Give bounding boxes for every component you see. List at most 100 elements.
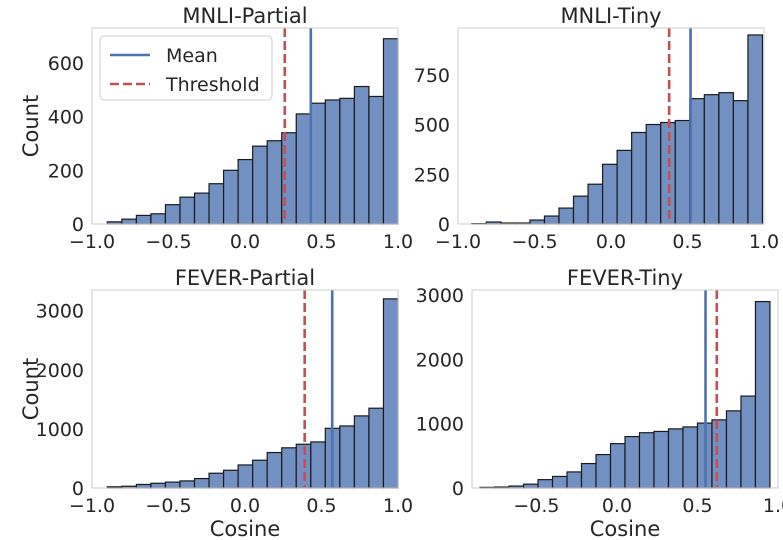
- legend-label: Mean: [166, 45, 218, 67]
- histogram-bar: [754, 300, 771, 489]
- panel-2: FEVER-Partial −1.0 −0.5 0.0 0.5 1.0 0 1000 2000 3…: [19, 266, 413, 540]
- x-tick-label: 1.0: [749, 231, 779, 253]
- x-tick-label: −0.5: [145, 495, 191, 517]
- x-tick-label: −1.0: [435, 231, 481, 253]
- histogram-bar: [252, 145, 268, 225]
- histogram-bar: [566, 471, 583, 489]
- x-tick-label: −1.0: [69, 231, 115, 253]
- y-tick-label: 500: [414, 115, 450, 137]
- histogram-bar: [543, 215, 560, 225]
- panel-title: FEVER-Tiny: [567, 266, 683, 290]
- histogram-bar: [208, 183, 225, 225]
- panel-title: MNLI-Tiny: [560, 4, 661, 28]
- histogram-bar: [703, 94, 720, 225]
- histogram-bar: [208, 472, 225, 489]
- histogram-bar: [324, 99, 341, 225]
- histogram-bar: [551, 475, 568, 489]
- histogram-bar: [718, 92, 734, 225]
- histogram-bar: [150, 482, 167, 489]
- histogram-bar: [295, 113, 312, 225]
- histogram-bar: [616, 149, 633, 225]
- histogram-bar: [266, 140, 283, 225]
- histogram-bar: [382, 38, 399, 225]
- histogram-bar: [747, 34, 764, 225]
- x-tick-label: 0.5: [306, 495, 336, 517]
- histogram-bar: [164, 204, 181, 225]
- y-tick-label: 0: [438, 214, 450, 236]
- histogram-bar: [529, 219, 546, 225]
- y-tick-label: 3000: [416, 285, 464, 307]
- x-tick-label: 0.5: [682, 495, 712, 517]
- histogram-bar: [537, 479, 554, 489]
- x-tick-label: −0.5: [145, 231, 191, 253]
- histogram-bar: [179, 480, 196, 489]
- histogram-bar: [368, 95, 385, 225]
- histogram-bar: [595, 453, 612, 489]
- panel-title: MNLI-Partial: [182, 4, 307, 28]
- histogram-bar: [193, 477, 210, 489]
- histogram-bar: [135, 483, 152, 489]
- axes-frame: [91, 27, 399, 225]
- y-tick-label: 0: [72, 214, 84, 236]
- x-tick-label: 1.0: [383, 495, 413, 517]
- y-tick-label: 0: [72, 478, 84, 500]
- histogram-bar: [237, 464, 254, 489]
- y-tick-label: 1000: [36, 419, 84, 441]
- x-tick-label: 0.0: [230, 231, 260, 253]
- x-tick-label: 0.5: [306, 231, 336, 253]
- histogram-bar: [222, 169, 239, 225]
- x-tick-label: −0.5: [511, 231, 557, 253]
- histogram-bar: [587, 183, 604, 225]
- histogram-bar: [638, 432, 655, 489]
- y-tick-label: 400: [48, 107, 84, 129]
- panel-3: FEVER-Tiny −0.5 0.0 0.5 1.0 0 1000 2000 3000 Cosi…: [416, 266, 783, 540]
- y-tick-label: 750: [414, 65, 450, 87]
- histogram-bar: [310, 102, 326, 225]
- histogram-bar: [353, 415, 370, 489]
- histogram-bar: [558, 207, 575, 225]
- histogram-bar: [121, 218, 137, 225]
- histogram-bar: [339, 425, 355, 489]
- y-tick-label: 250: [414, 164, 450, 186]
- histogram-bar: [631, 131, 647, 225]
- x-tick-label: 1.0: [763, 495, 783, 517]
- panel-1: MNLI-Tiny −1.0 −0.5 0.0 0.5 1.0 0 250 500 750: [414, 4, 779, 253]
- histogram-bar: [339, 97, 355, 225]
- x-axis-label: Cosine: [210, 517, 281, 540]
- axes-frame: [471, 289, 779, 489]
- histogram-bar: [667, 428, 684, 489]
- histogram-bar: [732, 100, 749, 225]
- x-tick-label: −0.5: [513, 495, 559, 517]
- histogram-bar: [725, 410, 742, 489]
- panel-title: FEVER-Partial: [175, 266, 315, 290]
- y-tick-label: 2000: [416, 349, 464, 371]
- axes-frame: [91, 289, 399, 489]
- histogram-bar: [353, 85, 370, 225]
- histogram-bar: [689, 98, 705, 225]
- x-tick-label: 0.0: [230, 495, 260, 517]
- histogram-bar: [711, 419, 728, 489]
- histogram-bar: [266, 451, 283, 489]
- histogram-bar: [237, 158, 254, 225]
- y-tick-label: 2000: [36, 360, 84, 382]
- y-tick-label: 200: [48, 160, 84, 182]
- y-tick-label: 1000: [416, 414, 464, 436]
- histogram-bar: [609, 443, 626, 489]
- histogram-bar: [222, 469, 239, 489]
- histogram-bar: [135, 214, 152, 225]
- legend-label: Threshold: [165, 74, 260, 96]
- histogram-bar: [580, 462, 597, 489]
- histogram-bar: [164, 481, 181, 489]
- x-tick-label: −1.0: [69, 495, 115, 517]
- histogram-bar: [624, 435, 641, 489]
- x-tick-label: 0.0: [596, 231, 626, 253]
- histogram-bar: [740, 395, 757, 489]
- y-axis-label: Count: [19, 95, 43, 157]
- x-tick-label: 0.5: [672, 231, 702, 253]
- histogram-bar: [522, 483, 539, 489]
- histogram-bar: [572, 195, 589, 225]
- panel-0: MNLI-Partial −1.0 −0.5 0.0 0.5 1.0 0 200 400 600C…: [19, 4, 413, 253]
- y-tick-label: 600: [48, 53, 84, 75]
- histogram-bar: [682, 426, 699, 489]
